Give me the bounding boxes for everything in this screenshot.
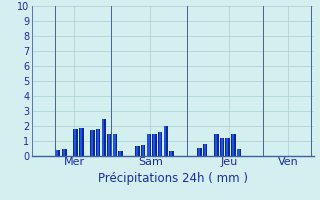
Bar <box>232 134 234 156</box>
Bar <box>79 128 84 156</box>
X-axis label: Précipitations 24h ( mm ): Précipitations 24h ( mm ) <box>98 172 248 185</box>
Bar <box>231 134 236 156</box>
Bar <box>152 134 157 156</box>
Bar <box>141 145 146 156</box>
Bar <box>220 138 223 156</box>
Bar <box>237 149 241 156</box>
Bar <box>226 138 230 156</box>
Bar <box>96 129 100 156</box>
Bar <box>114 134 116 156</box>
Bar <box>118 151 123 156</box>
Bar <box>170 151 172 156</box>
Bar <box>63 148 65 156</box>
Bar <box>142 145 144 156</box>
Bar <box>164 126 166 156</box>
Bar <box>91 130 93 156</box>
Bar <box>164 126 168 156</box>
Bar <box>55 150 60 156</box>
Bar <box>226 138 228 156</box>
Bar <box>119 151 121 156</box>
Bar <box>56 150 58 156</box>
Bar <box>136 146 138 156</box>
Bar <box>198 148 200 156</box>
Bar <box>204 144 206 156</box>
Bar <box>237 149 240 156</box>
Bar <box>90 130 95 156</box>
Bar <box>169 151 174 156</box>
Bar <box>107 134 112 156</box>
Bar <box>158 132 162 156</box>
Bar <box>97 129 99 156</box>
Bar <box>147 134 151 156</box>
Bar <box>220 138 224 156</box>
Bar <box>62 148 67 156</box>
Bar <box>203 144 207 156</box>
Bar <box>147 134 149 156</box>
Bar <box>197 148 202 156</box>
Bar <box>214 134 219 156</box>
Bar <box>74 129 76 156</box>
Bar <box>101 118 106 156</box>
Bar <box>108 134 110 156</box>
Bar <box>113 134 117 156</box>
Bar <box>135 146 140 156</box>
Bar <box>73 129 78 156</box>
Bar <box>102 118 105 156</box>
Bar <box>158 132 161 156</box>
Bar <box>215 134 217 156</box>
Bar <box>80 128 82 156</box>
Bar <box>153 134 155 156</box>
